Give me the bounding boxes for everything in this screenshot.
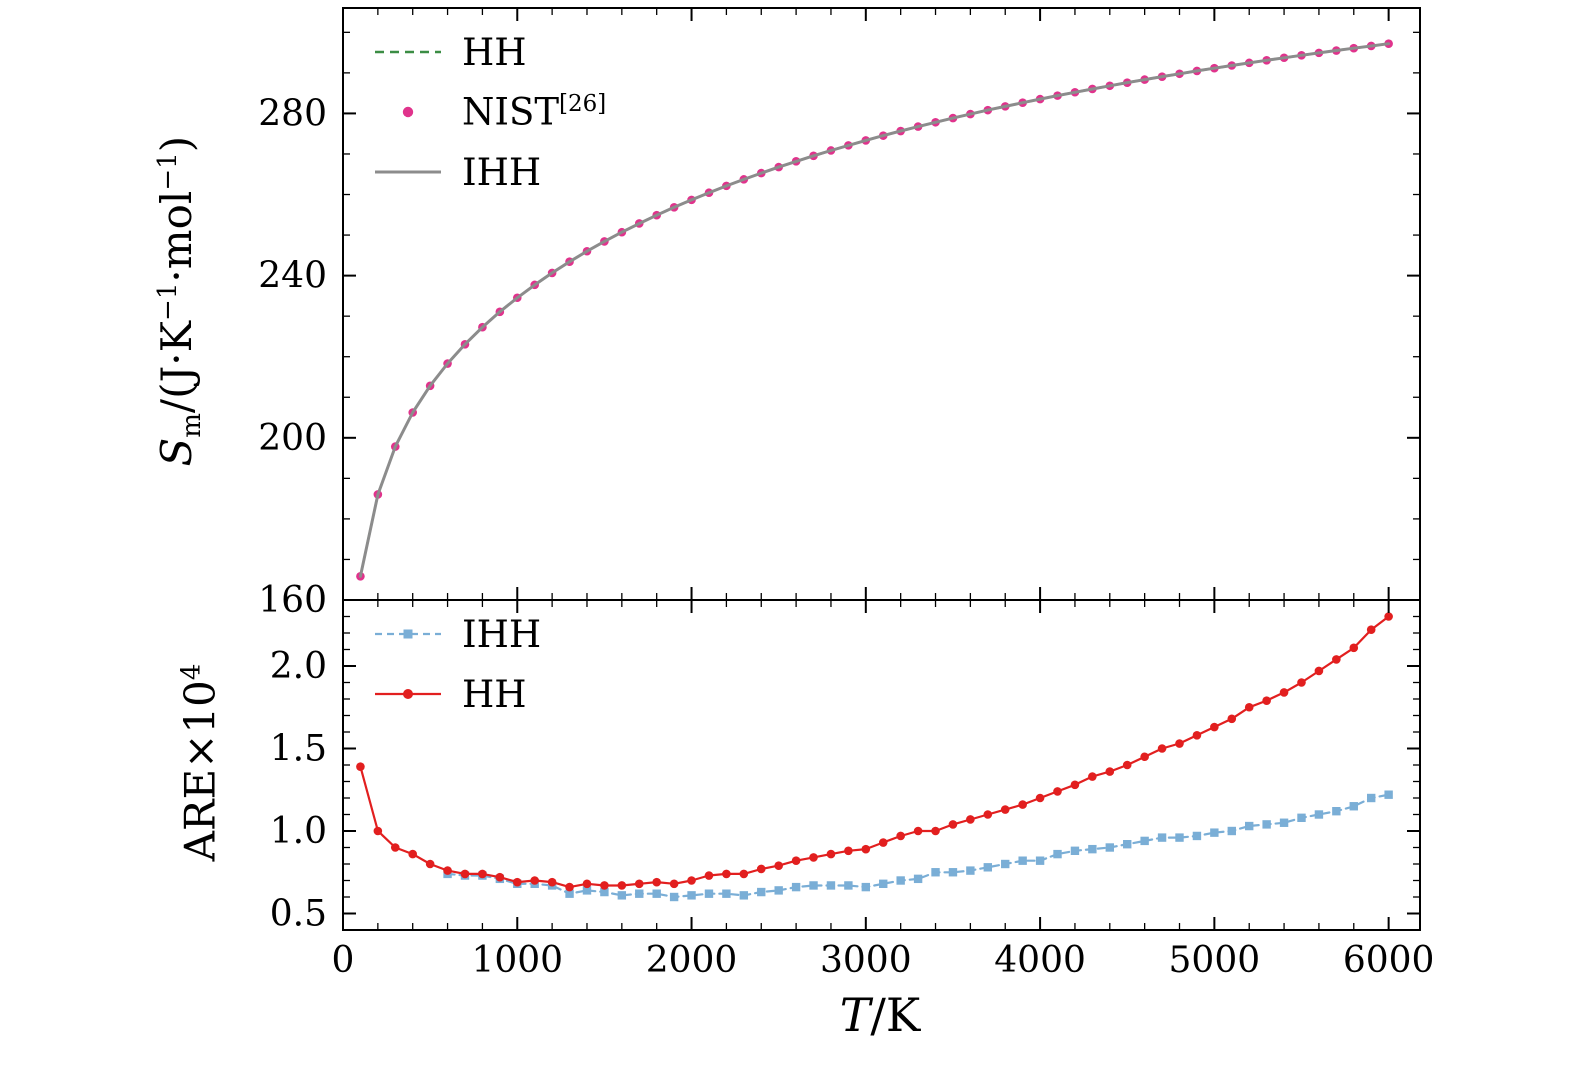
x-axis-label: T/K — [839, 988, 921, 1042]
top-y-axis-label: Sm/(J·K−1·mol−1) — [151, 135, 208, 467]
svg-text:2000: 2000 — [646, 940, 738, 981]
legend-item-ihh-are: IHH — [372, 612, 541, 656]
svg-text:200: 200 — [258, 418, 327, 459]
ihh-square-line-sample-icon — [372, 622, 444, 646]
svg-text:4000: 4000 — [994, 940, 1086, 981]
ihh-solid-line-sample-icon — [372, 160, 444, 184]
nist-dot-sample-icon — [372, 100, 444, 124]
legend-item-hh: HH — [372, 30, 606, 74]
svg-text:240: 240 — [258, 256, 327, 297]
svg-text:160: 160 — [258, 580, 327, 621]
svg-text:280: 280 — [258, 93, 327, 134]
svg-text:1.0: 1.0 — [270, 811, 327, 852]
svg-text:1.5: 1.5 — [270, 729, 327, 770]
legend-label-hh-are: HH — [462, 672, 527, 716]
legend-label-ihh-are: IHH — [462, 612, 542, 656]
svg-text:6000: 6000 — [1343, 940, 1435, 981]
svg-text:0: 0 — [332, 940, 355, 981]
bottom-y-axis-label: ARE×104 — [175, 663, 225, 862]
legend-item-ihh: IHH — [372, 150, 606, 194]
legend-label-ihh: IHH — [462, 150, 542, 194]
legend-item-hh-are: HH — [372, 672, 541, 716]
bottom-legend: IHH HH — [372, 612, 541, 716]
hh-dashed-line-sample-icon — [372, 40, 444, 64]
svg-text:1000: 1000 — [471, 940, 563, 981]
top-legend: HH NIST[26] IHH — [372, 30, 606, 194]
legend-item-nist: NIST[26] — [372, 90, 606, 134]
svg-text:5000: 5000 — [1169, 940, 1261, 981]
hh-circle-line-sample-icon — [372, 682, 444, 706]
svg-text:0.5: 0.5 — [270, 894, 327, 935]
svg-text:3000: 3000 — [820, 940, 912, 981]
svg-text:2.0: 2.0 — [270, 646, 327, 687]
legend-label-hh: HH — [462, 30, 527, 74]
legend-label-nist: NIST[26] — [462, 90, 607, 134]
